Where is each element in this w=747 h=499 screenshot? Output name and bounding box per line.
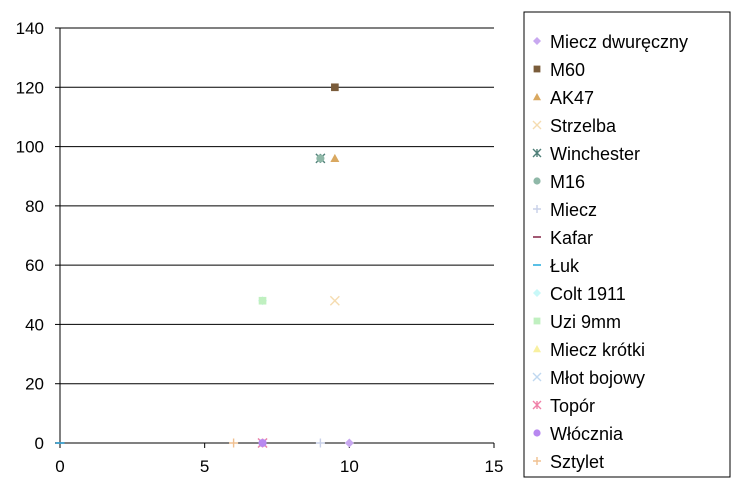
data-point-10-0 — [258, 296, 267, 305]
legend-label-1: M60 — [550, 60, 585, 80]
legend-marker-12 — [532, 372, 542, 382]
legend-label-14: Włócznia — [550, 424, 624, 444]
legend-label-0: Miecz dwuręczny — [550, 32, 688, 52]
y-tick-label-80: 80 — [25, 197, 44, 216]
legend-marker-3 — [532, 120, 542, 130]
x-tick-label-5: 5 — [200, 457, 209, 476]
data-point-15-0 — [229, 438, 239, 448]
data-point-5-0 — [316, 154, 325, 163]
x-tick-label-0: 0 — [55, 457, 64, 476]
legend-label-11: Miecz krótki — [550, 340, 645, 360]
legend-marker-15 — [533, 457, 541, 465]
legend-marker-5 — [533, 177, 541, 185]
x-tick-label-15: 15 — [485, 457, 504, 476]
legend-label-13: Topór — [550, 396, 595, 416]
legend-marker-4 — [532, 148, 542, 158]
data-point-6-0 — [315, 438, 325, 448]
legend-marker-10 — [533, 317, 541, 325]
x-axis-tick-labels: 0 5 10 15 — [55, 457, 503, 476]
legend-label-7: Kafar — [550, 228, 593, 248]
legend-label-8: Łuk — [550, 256, 580, 276]
legend-marker-13 — [532, 400, 542, 410]
gridlines — [60, 27, 494, 385]
data-point-14-0 — [258, 438, 267, 448]
data-point-3-0 — [329, 295, 340, 306]
legend-label-5: M16 — [550, 172, 585, 192]
y-tick-label-0: 0 — [35, 434, 44, 453]
legend-label-3: Strzelba — [550, 116, 617, 136]
legend: Miecz dwuręczny M60 AK47 Strzelba Winchester… — [523, 11, 731, 478]
legend-marker-0 — [533, 37, 541, 45]
legend-marker-11 — [533, 345, 541, 353]
legend-marker-6 — [533, 205, 541, 213]
data-point-0-0 — [344, 438, 354, 448]
legend-marker-1 — [533, 65, 541, 73]
legend-label-9: Colt 1911 — [550, 284, 626, 304]
legend-box — [523, 11, 731, 478]
legend-label-12: Młot bojowy — [550, 368, 645, 388]
axes — [55, 27, 495, 448]
data-points — [55, 83, 354, 448]
x-tick-label-10: 10 — [340, 457, 359, 476]
legend-label-4: Winchester — [550, 144, 640, 164]
y-tick-label-60: 60 — [25, 256, 44, 275]
legend-label-6: Miecz — [550, 200, 597, 220]
legend-label-10: Uzi 9mm — [550, 312, 621, 332]
legend-label-15: Sztylet — [550, 452, 604, 472]
y-tick-label-120: 120 — [16, 78, 44, 97]
legend-marker-14 — [533, 429, 541, 437]
data-point-1-0 — [331, 83, 339, 92]
y-tick-label-40: 40 — [25, 315, 44, 334]
data-point-2-0 — [330, 153, 340, 163]
legend-marker-2 — [533, 93, 541, 101]
y-tick-label-140: 140 — [16, 19, 44, 38]
y-axis-tick-labels: 0 20 40 60 80 100 120 140 — [16, 19, 44, 453]
y-tick-label-100: 100 — [16, 138, 44, 157]
legend-marker-9 — [533, 289, 541, 297]
y-tick-label-20: 20 — [25, 375, 44, 394]
legend-label-2: AK47 — [550, 88, 594, 108]
